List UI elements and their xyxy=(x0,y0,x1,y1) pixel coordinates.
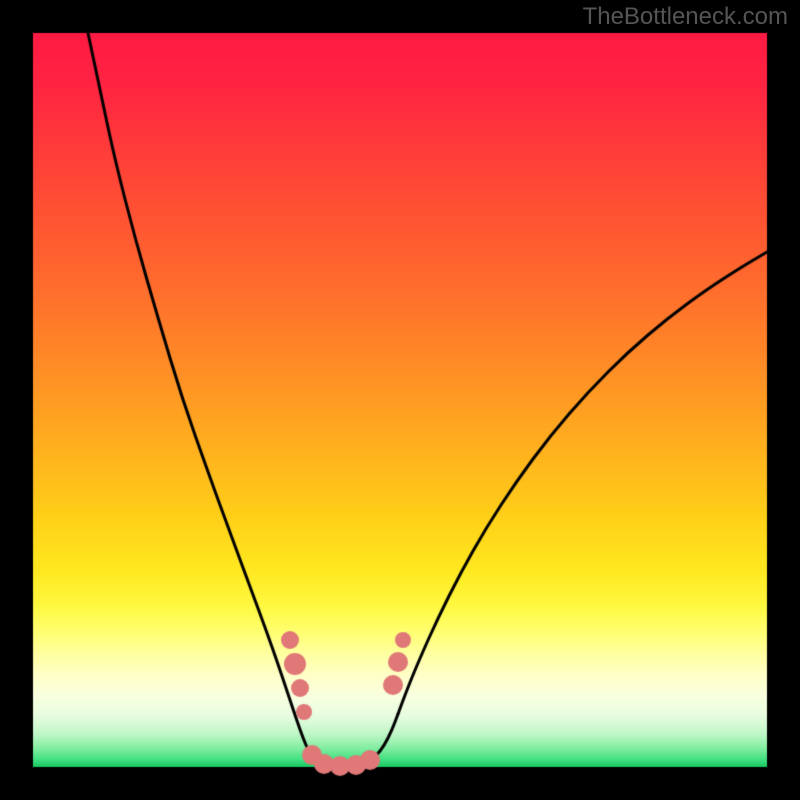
chart-stage: TheBottleneck.com xyxy=(0,0,800,800)
chart-foreground-canvas xyxy=(0,0,800,800)
watermark-text: TheBottleneck.com xyxy=(583,3,788,31)
